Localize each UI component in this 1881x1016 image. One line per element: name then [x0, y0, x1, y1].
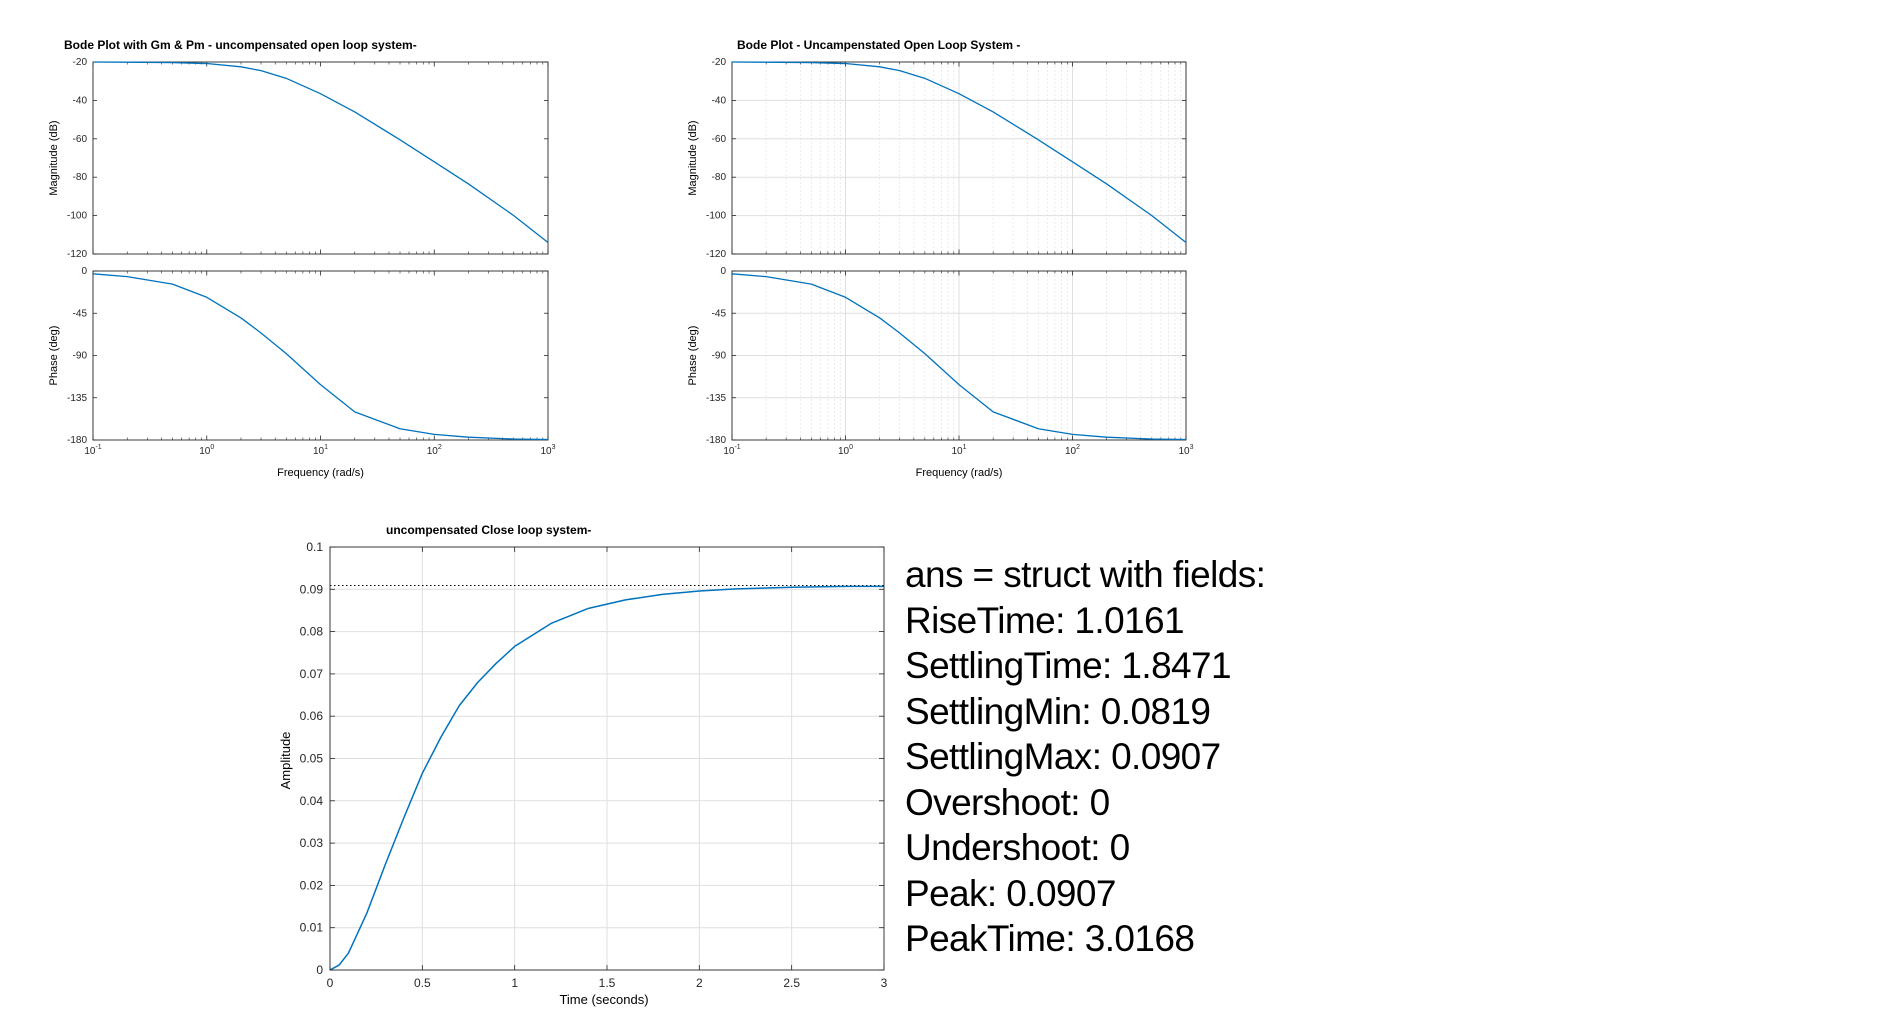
axes-box [731, 270, 1187, 441]
y-tick-label: 0 [316, 963, 323, 977]
y-axis-label: Phase (deg) [687, 326, 699, 386]
step-info-output: ans = struct with fields: RiseTime: 1.01… [905, 552, 1266, 962]
x-axis-label: Frequency (rad/s) [916, 467, 1003, 479]
y-tick-label: -100 [706, 211, 726, 222]
y-tick-label: -20 [73, 57, 88, 68]
x-tick-label: 1.5 [599, 976, 616, 990]
axes-box [329, 546, 885, 971]
x-tick-label: 100 [838, 444, 853, 457]
x-tick-label: 101 [313, 444, 328, 457]
chart-title: uncompensated Close loop system- [386, 523, 591, 537]
stat-peak: Peak: 0.0907 [905, 872, 1116, 914]
x-tick-label: 1 [511, 976, 518, 990]
plot-area [93, 62, 548, 254]
magnitude-panel: -20 -40 -60 -80 -100 -120 Magnitude (dB) [48, 57, 549, 260]
y-tick-label: -180 [67, 435, 87, 446]
y-tick-label: -80 [73, 172, 88, 183]
y-tick-label: -60 [712, 134, 727, 145]
x-tick-label: 2 [696, 976, 703, 990]
y-tick-label: -180 [706, 435, 726, 446]
magnitude-panel: -20 -40 -60 -80 -100 -120 Magnitude (dB) [687, 57, 1187, 260]
y-tick-label: 0.09 [300, 582, 324, 596]
y-tick-label: 0 [81, 266, 87, 277]
x-tick-label: 0 [327, 976, 334, 990]
x-tick-label: 103 [1178, 444, 1193, 457]
stat-peak-time: PeakTime: 3.0168 [905, 918, 1195, 959]
x-axis-label: Time (seconds) [559, 992, 648, 1007]
y-tick-label: -40 [712, 95, 727, 106]
stat-settling-time: SettlingTime: 1.8471 [905, 645, 1232, 686]
y-axis-label: Phase (deg) [48, 326, 60, 386]
y-tick-label: 0.06 [300, 709, 324, 723]
y-tick-label: -120 [706, 249, 726, 260]
bode-chart-2: Bode Plot - Uncampenstated Open Loop Sys… [687, 38, 1194, 479]
y-tick-label: 0.02 [300, 878, 324, 892]
y-tick-label: 0 [720, 266, 726, 277]
y-tick-label: -90 [712, 351, 727, 362]
y-tick-label: -60 [73, 134, 88, 145]
bode-chart-1: Bode Plot with Gm & Pm - uncompensated o… [48, 38, 556, 479]
x-tick-label: 3 [881, 976, 888, 990]
x-tick-label: 103 [540, 444, 555, 457]
y-tick-label: -120 [67, 249, 87, 260]
y-axis-label: Amplitude [278, 732, 293, 790]
y-tick-label: -135 [706, 393, 726, 404]
x-tick-label: 102 [1065, 444, 1080, 457]
y-axis-label: Magnitude (dB) [687, 120, 699, 195]
phase-series-line [731, 273, 1187, 441]
stats-header: ans = struct with fields: [905, 554, 1266, 595]
chart-title: Bode Plot with Gm & Pm - uncompensated o… [64, 38, 417, 52]
step-response-line [329, 585, 884, 971]
x-tick-label: 10-1 [84, 444, 101, 457]
x-tick-label: 10-1 [723, 444, 740, 457]
x-axis-label: Frequency (rad/s) [277, 467, 364, 479]
x-tick-label: 100 [199, 444, 214, 457]
y-tick-label: 0.07 [300, 667, 324, 681]
chart-title: Bode Plot - Uncampenstated Open Loop Sys… [737, 38, 1020, 52]
x-tick-label: 102 [427, 444, 442, 457]
y-tick-label: -135 [67, 393, 87, 404]
y-tick-label: -45 [73, 308, 88, 319]
y-tick-label: 0.03 [300, 836, 324, 850]
y-tick-label: 0.08 [300, 625, 324, 639]
y-tick-label: -45 [712, 308, 727, 319]
magnitude-series-line [731, 61, 1187, 243]
x-tick-label: 101 [951, 444, 966, 457]
y-tick-label: 0.05 [300, 752, 324, 766]
stat-settling-min: SettlingMin: 0.0819 [905, 690, 1211, 732]
phase-series-line [92, 273, 549, 441]
y-tick-label: -20 [712, 57, 727, 68]
y-tick-label: -90 [73, 351, 88, 362]
magnitude-series-line [92, 61, 549, 243]
plot-area [93, 271, 548, 440]
stat-rise-time: RiseTime: 1.0161 [905, 599, 1185, 641]
phase-panel: 0 -45 -90 -135 -180 Phase (deg) [687, 266, 1187, 446]
axes-box [92, 270, 549, 441]
y-tick-label: 0.1 [306, 540, 323, 554]
y-tick-label: -80 [712, 172, 727, 183]
stat-settling-max: SettlingMax: 0.0907 [905, 736, 1221, 777]
stat-overshoot: Overshoot: 0 [905, 781, 1110, 823]
x-tick-label: 0.5 [414, 976, 431, 990]
stat-undershoot: Undershoot: 0 [905, 827, 1130, 868]
y-axis-label: Magnitude (dB) [48, 120, 60, 195]
y-tick-label: -100 [67, 211, 87, 222]
y-tick-label: 0.01 [300, 921, 324, 935]
axes-box [731, 61, 1187, 255]
y-tick-label: 0.04 [300, 794, 324, 808]
axes-box [92, 61, 549, 255]
y-tick-label: -40 [73, 95, 88, 106]
step-response-chart: 0 0.5 1 1.5 2 2.5 3 0.1 0.09 0.08 0.07 0.06 0.05 0.04… [278, 523, 888, 1007]
x-tick-label: 2.5 [783, 976, 800, 990]
phase-panel: 0 -45 -90 -135 -180 Phase (deg) [48, 266, 549, 446]
